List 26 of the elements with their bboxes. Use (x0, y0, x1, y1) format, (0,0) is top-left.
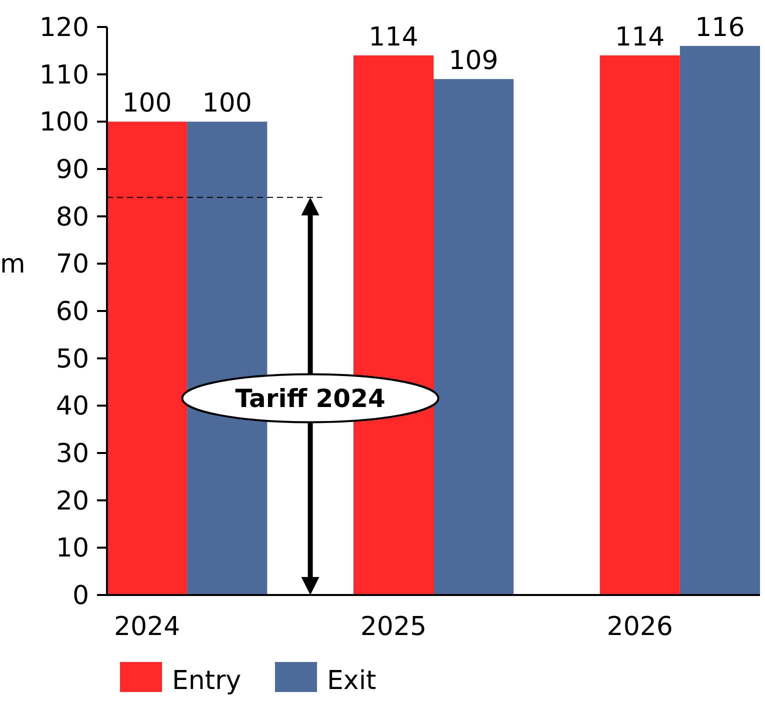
data-label: 100 (202, 88, 252, 119)
data-label: 116 (695, 12, 745, 43)
y-tick-label: 100 (39, 108, 89, 138)
y-tick-label: 60 (56, 297, 89, 327)
y-tick-label: 50 (56, 344, 89, 374)
y-tick-label: 120 (39, 13, 89, 43)
y-tick-label: 10 (56, 534, 89, 564)
y-tick-label: 20 (56, 486, 89, 516)
y-axis-title: m (0, 250, 26, 280)
y-tick-label: 70 (56, 250, 89, 280)
data-label: 109 (448, 46, 498, 76)
y-tick-label: 0 (72, 581, 89, 611)
y-tick-label: 40 (56, 392, 89, 422)
y-tick-label: 90 (56, 155, 89, 185)
data-label: 114 (615, 22, 665, 52)
data-label: 114 (368, 22, 418, 52)
x-tick-label: 2024 (114, 612, 180, 642)
legend-label: Entry (172, 666, 242, 696)
y-tick-label: 80 (56, 202, 89, 232)
x-tick-label: 2025 (360, 612, 427, 642)
y-tick-label: 30 (56, 439, 89, 469)
data-label: 100 (122, 88, 172, 119)
annotation: Tariff 2024 (235, 384, 386, 414)
y-tick-label: 110 (39, 60, 89, 90)
legend-label: Exit (327, 666, 376, 696)
x-tick-label: 2026 (606, 612, 673, 642)
